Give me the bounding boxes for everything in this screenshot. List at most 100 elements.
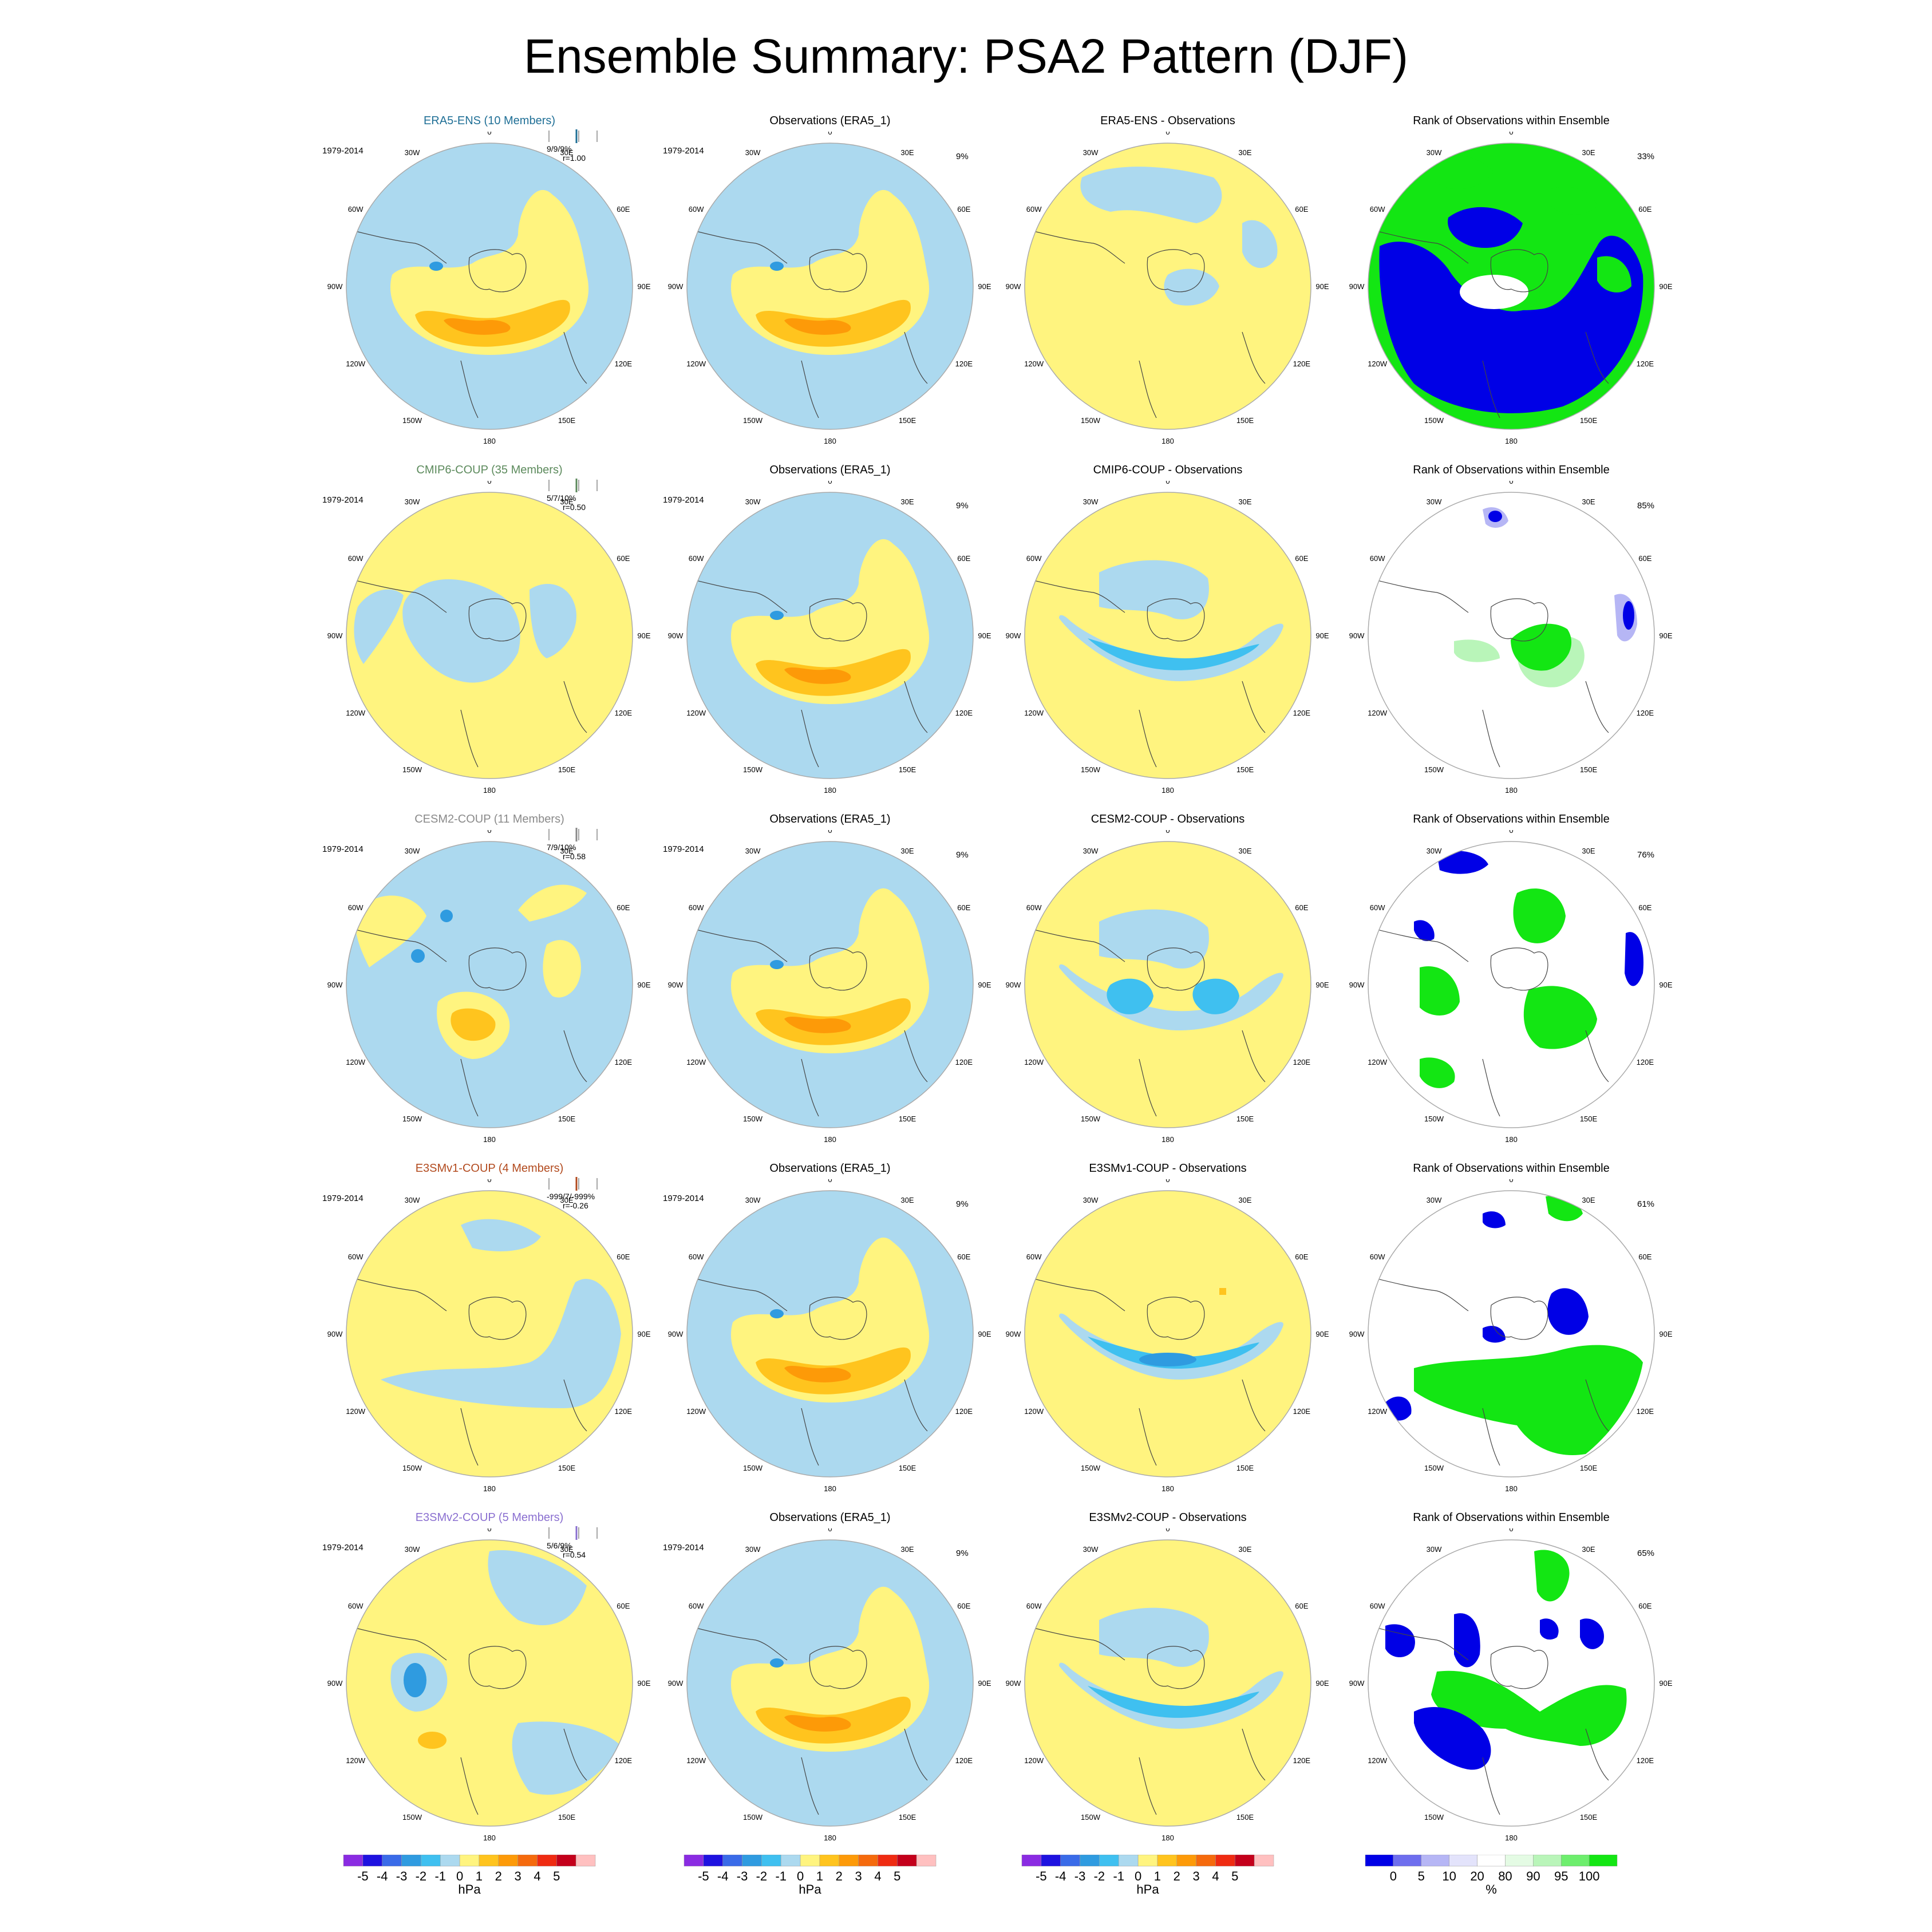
longitude-label: 60W <box>1026 1602 1042 1610</box>
longitude-label: 30E <box>560 1196 573 1204</box>
ensemble-title: CESM2-COUP (11 Members) <box>414 813 564 825</box>
longitude-label: 60E <box>1295 1602 1308 1610</box>
longitude-label: 90W <box>327 1679 343 1688</box>
coastline <box>1025 578 1266 768</box>
polar-map: 0 30E 60E 90E 120E 150E 180 150W 120W 90W 60W 30W <box>1006 1179 1329 1493</box>
colorbar-tick-label: 2 <box>836 1869 843 1883</box>
longitude-label: 60W <box>348 903 364 912</box>
map-border <box>346 1539 633 1827</box>
longitude-label: 0 <box>1509 132 1513 136</box>
negative-anomaly-region <box>381 1219 621 1408</box>
strong-positive-anomaly-region <box>451 1008 496 1041</box>
colorbar-swatch <box>1560 1854 1590 1867</box>
longitude-label: 120E <box>1293 359 1311 368</box>
coastline <box>1368 578 1609 768</box>
coastline <box>346 927 587 1117</box>
colorbar-1: -5 -4 -3 -2 -1 0 1 2 3 4 5 hPa <box>338 1854 601 1912</box>
map-border <box>1368 143 1655 430</box>
colorbar-tick-label: -4 <box>377 1869 388 1883</box>
peak-positive-anomaly-region <box>784 1714 851 1732</box>
longitude-label: 30W <box>405 148 420 157</box>
colorbar-tick-label: 2 <box>1174 1869 1180 1883</box>
panel-diff-row4: E3SMv1-COUP - Observations 0 30E 60E 90E 120E… <box>996 1162 1340 1511</box>
longitude-label: 30E <box>1238 497 1251 506</box>
observations-title: Observations (ERA5_1) <box>769 114 891 127</box>
map-background <box>1368 841 1654 1128</box>
colorbar-swatch <box>517 1854 538 1867</box>
map-border <box>686 492 974 779</box>
panel-ens-row2: CMIP6-COUP (35 Members) 1979-2014 5/7/10% r… <box>318 464 661 813</box>
longitude-label: 30E <box>1238 1196 1251 1204</box>
map-background <box>1368 492 1654 779</box>
longitude-label: 0 <box>1165 481 1170 485</box>
polar-map: 0 30E 60E 90E 120E 150E 180 150W 120W 90W 60W 30W <box>1349 1528 1673 1842</box>
longitude-label: 0 <box>1165 830 1170 835</box>
longitude-label: 180 <box>824 1135 836 1144</box>
panel-diff-row5: E3SMv2-COUP - Observations 0 30E 60E 90E 120E… <box>996 1511 1340 1860</box>
longitude-label: 180 <box>1161 786 1174 795</box>
longitude-label: 30W <box>1083 847 1099 855</box>
rmse-stats: 9/9/9% <box>547 144 572 153</box>
longitude-label: 180 <box>1505 1135 1518 1144</box>
longitude-label: 120W <box>1024 359 1044 368</box>
panel-obs-row5: Observations (ERA5_1) 1979-2014 9% 0 30E 60E 9… <box>658 1511 1002 1860</box>
map-border <box>346 143 633 430</box>
coastline <box>1490 598 1548 642</box>
longitude-label: 90W <box>1006 1330 1021 1338</box>
strong-negative-difference-band <box>1088 638 1259 670</box>
coastline <box>1147 249 1205 293</box>
colorbar-swatch <box>440 1854 460 1867</box>
longitude-label: 150E <box>1236 416 1254 425</box>
coastline <box>687 927 928 1117</box>
longitude-label: 180 <box>824 437 836 445</box>
longitude-label: 90E <box>978 1679 991 1688</box>
longitude-label: 30E <box>1582 1545 1595 1554</box>
longitude-label: 0 <box>828 1179 832 1184</box>
longitude-label: 60E <box>617 1602 630 1610</box>
longitude-label: 30E <box>560 847 573 855</box>
longitude-label: 30E <box>560 148 573 157</box>
longitude-label: 30E <box>1582 847 1595 855</box>
colorbar-swatch <box>683 1854 704 1867</box>
colorbar-swatch <box>1365 1854 1394 1867</box>
colorbar-swatch <box>1421 1854 1449 1867</box>
coastline <box>687 1625 928 1815</box>
colorbar-tick-label: 0 <box>1390 1869 1397 1883</box>
longitude-label: 60E <box>617 554 630 563</box>
longitude-label: 90W <box>668 1330 683 1338</box>
colorbar-tick-label: -1 <box>1113 1869 1124 1883</box>
colorbar-tick-label: -1 <box>775 1869 787 1883</box>
longitude-label: 120W <box>686 1058 706 1066</box>
period-label: 1979-2014 <box>322 844 364 854</box>
observations-title: Observations (ERA5_1) <box>769 1511 891 1524</box>
longitude-label: 150E <box>899 765 916 774</box>
negative-anomaly-spot <box>770 960 784 969</box>
longitude-label: 60E <box>1295 554 1308 563</box>
panel-ens-row4: E3SMv1-COUP (4 Members) 1979-2014 -999/7/-… <box>318 1162 661 1511</box>
longitude-label: 150E <box>1236 1115 1254 1123</box>
colorbar-tick-label: 90 <box>1526 1869 1540 1883</box>
longitude-label: 150W <box>1081 765 1101 774</box>
longitude-label: 0 <box>1509 1528 1513 1533</box>
colorbar-tick-label: 4 <box>534 1869 540 1883</box>
coastline <box>687 578 928 768</box>
panel-ens-row1: ERA5-ENS (10 Members) 1979-2014 9/9/9% r=1.… <box>318 114 661 464</box>
longitude-label: 90E <box>1659 1679 1672 1688</box>
longitude-label: 120E <box>1293 1756 1311 1765</box>
panel-diff-row3: CESM2-COUP - Observations 0 30E 60E 90E 120E 1… <box>996 813 1340 1162</box>
coastline <box>468 1297 527 1340</box>
longitude-label: 120W <box>346 1058 366 1066</box>
strong-negative-difference-band <box>1088 1686 1259 1718</box>
longitude-label: 150E <box>1580 416 1598 425</box>
map-border <box>686 1539 974 1827</box>
colorbar-swatch <box>742 1854 762 1867</box>
negative-anomaly-region <box>354 579 576 683</box>
longitude-label: 0 <box>1509 830 1513 835</box>
map-border <box>686 841 974 1128</box>
coastline <box>687 1276 928 1466</box>
longitude-label: 60W <box>1026 554 1042 563</box>
map-border <box>1368 841 1655 1128</box>
rmse-stats: -999/7/-999% <box>547 1192 595 1201</box>
longitude-label: 0 <box>828 132 832 136</box>
longitude-label: 30W <box>1083 497 1099 506</box>
